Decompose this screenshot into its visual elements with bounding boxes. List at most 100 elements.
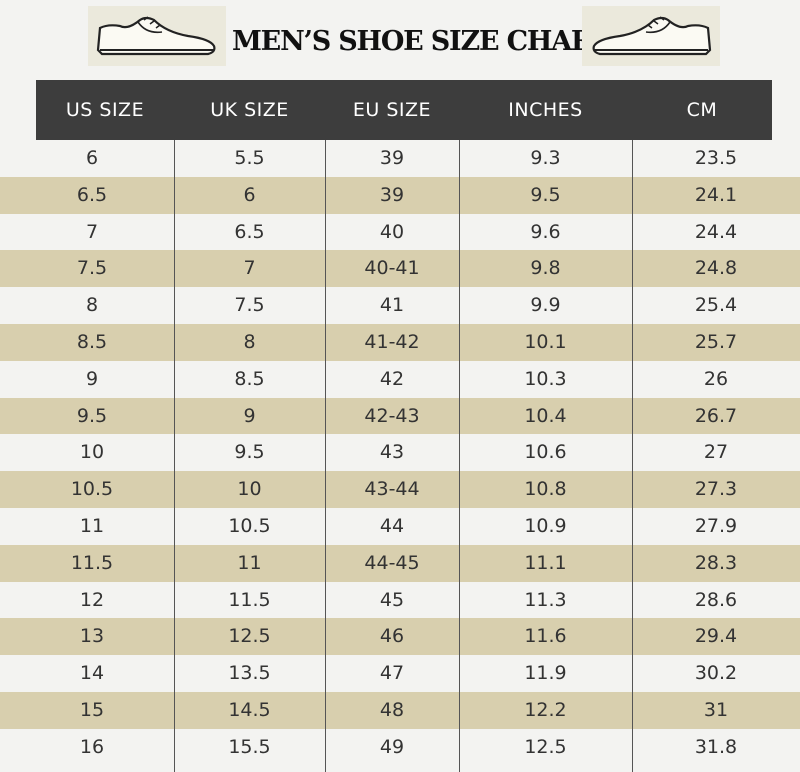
cell-inches: 9.8 [530, 257, 561, 280]
header-cm: CM [686, 99, 718, 121]
cell-us-size: 14 [79, 662, 105, 685]
cell-cm: 27.3 [694, 478, 738, 501]
cell-cm: 26.7 [694, 404, 738, 427]
cell-inches: 9.6 [530, 220, 561, 243]
cell-cm: 31 [703, 698, 729, 721]
cell-cm: 28.6 [694, 588, 738, 611]
cell-cm: 27 [703, 441, 729, 464]
column-divider [174, 140, 175, 772]
cell-uk-size: 11.5 [228, 588, 271, 611]
header-uk-size: UK SIZE [210, 99, 289, 121]
cell-inches: 10.9 [524, 514, 567, 537]
cell-inches: 10.1 [524, 330, 567, 353]
cell-inches: 9.5 [530, 183, 561, 206]
cell-us-size: 11 [79, 514, 105, 537]
header-eu-size: EU SIZE [352, 99, 432, 121]
column-divider [325, 140, 326, 772]
table-body: 6 5.5 39 9.3 23.5 6.5 6 39 9.5 24.1 7 6.5 40 9.6 24.4 7… [0, 140, 800, 766]
cell-inches: 10.3 [524, 367, 567, 390]
cell-us-size: 6.5 [76, 183, 108, 206]
cell-cm: 24.8 [694, 257, 738, 280]
cell-us-size: 7 [85, 220, 99, 243]
cell-us-size: 16 [79, 735, 105, 758]
table-header: US SIZE UK SIZE EU SIZE INCHES CM [36, 80, 772, 140]
cell-uk-size: 12.5 [228, 625, 271, 648]
table-row: 8 7.5 41 9.9 25.4 [0, 287, 800, 324]
cell-uk-size: 8 [243, 330, 256, 353]
table-row: 14 13.5 47 11.9 30.2 [0, 655, 800, 692]
cell-cm: 30.2 [694, 662, 738, 685]
cell-eu-size: 41 [379, 294, 405, 317]
cell-us-size: 12 [79, 588, 105, 611]
cell-inches: 11.6 [524, 625, 567, 648]
cell-uk-size: 7.5 [234, 294, 265, 317]
table-row: 9 8.5 42 10.3 26 [0, 361, 800, 398]
table-row: 7 6.5 40 9.6 24.4 [0, 214, 800, 251]
header-us-size: US SIZE [65, 99, 145, 121]
table-row: 12 11.5 45 11.3 28.6 [0, 582, 800, 619]
cell-uk-size: 11 [237, 551, 262, 574]
page-title: MEN’S SHOE SIZE CHART [232, 26, 612, 57]
cell-inches: 9.3 [530, 147, 561, 169]
cell-us-size: 10.5 [70, 478, 114, 501]
cell-eu-size: 39 [379, 147, 405, 169]
cell-us-size: 10 [79, 441, 105, 464]
cell-eu-size: 40 [379, 220, 405, 243]
cell-eu-size: 47 [379, 662, 405, 685]
cell-us-size: 6 [85, 147, 99, 169]
cell-inches: 9.9 [530, 294, 561, 317]
table-row: 6.5 6 39 9.5 24.1 [0, 176, 800, 214]
cell-uk-size: 8.5 [234, 367, 265, 390]
table-row: 7.5 7 40-41 9.8 24.8 [0, 250, 800, 288]
cell-cm: 25.7 [694, 330, 738, 353]
cell-uk-size: 6 [243, 183, 256, 206]
cell-uk-size: 10 [237, 478, 262, 501]
cell-eu-size: 42-43 [364, 404, 420, 427]
cell-uk-size: 15.5 [228, 735, 271, 758]
cell-eu-size: 39 [379, 183, 405, 206]
cell-eu-size: 46 [379, 625, 405, 648]
table-row: 13 12.5 46 11.6 29.4 [0, 618, 800, 656]
column-divider [459, 140, 460, 772]
cell-eu-size: 45 [379, 588, 405, 611]
cell-cm: 31.8 [694, 735, 738, 758]
cell-uk-size: 9.5 [234, 441, 265, 464]
header-inches: INCHES [508, 99, 583, 121]
cell-uk-size: 6.5 [234, 220, 265, 243]
table-row: 15 14.5 48 12.2 31 [0, 691, 800, 729]
cell-inches: 11.3 [524, 588, 567, 611]
cell-us-size: 11.5 [70, 551, 114, 574]
table-row: 8.5 8 41-42 10.1 25.7 [0, 323, 800, 361]
cell-eu-size: 43-44 [364, 478, 420, 501]
table-row: 6 5.5 39 9.3 23.5 [0, 140, 800, 177]
cell-eu-size: 49 [379, 735, 405, 758]
cell-eu-size: 42 [379, 367, 405, 390]
cell-uk-size: 9 [243, 404, 256, 427]
table-row: 10 9.5 43 10.6 27 [0, 434, 800, 471]
table-row: 9.5 9 42-43 10.4 26.7 [0, 397, 800, 435]
cell-cm: 27.9 [694, 514, 738, 537]
table-row: 11 10.5 44 10.9 27.9 [0, 508, 800, 545]
cell-inches: 11.9 [524, 662, 567, 685]
cell-uk-size: 5.5 [234, 147, 265, 169]
cell-us-size: 13 [79, 625, 105, 648]
cell-us-size: 15 [79, 698, 105, 721]
cell-inches: 11.1 [524, 551, 567, 574]
cell-us-size: 7.5 [76, 257, 108, 280]
table-row: 11.5 11 44-45 11.1 28.3 [0, 544, 800, 582]
cell-eu-size: 44-45 [364, 551, 420, 574]
cell-eu-size: 43 [379, 441, 405, 464]
cell-inches: 10.6 [524, 441, 567, 464]
cell-inches: 12.2 [524, 698, 567, 721]
cell-eu-size: 48 [379, 698, 405, 721]
cell-us-size: 9 [85, 367, 99, 390]
cell-uk-size: 10.5 [228, 514, 271, 537]
shoe-icon [582, 6, 720, 66]
cell-uk-size: 14.5 [228, 698, 271, 721]
cell-inches: 10.4 [524, 404, 567, 427]
cell-cm: 24.1 [694, 183, 738, 206]
cell-eu-size: 44 [379, 514, 405, 537]
cell-cm: 24.4 [694, 220, 738, 243]
cell-cm: 29.4 [694, 625, 738, 648]
